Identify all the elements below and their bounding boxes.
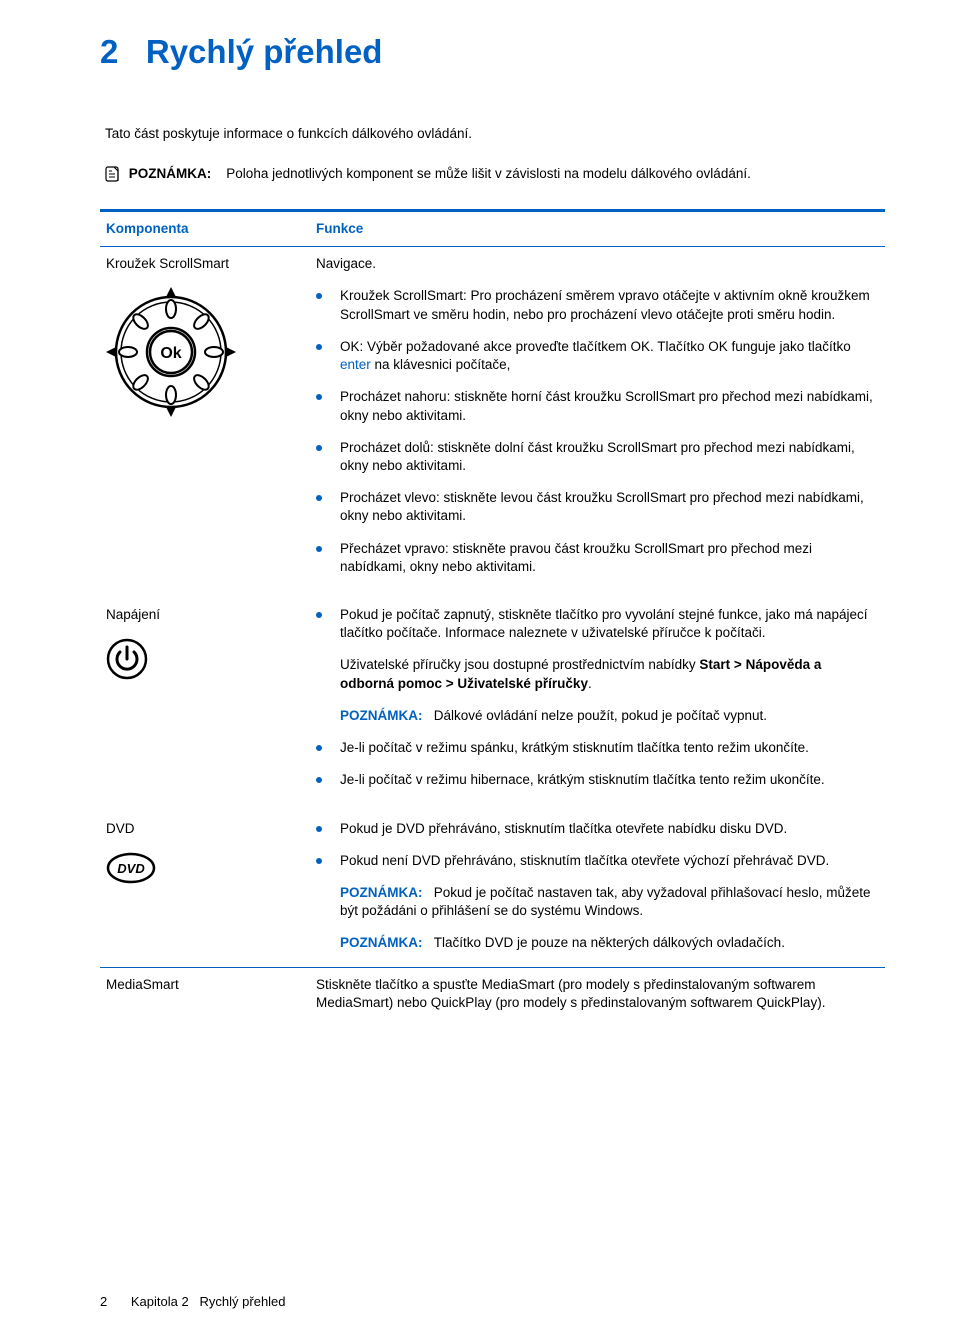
list-item: Procházet dolů: stiskněte dolní část kro… <box>316 439 879 475</box>
bullet-text: Procházet dolů: stiskněte dolní část kro… <box>340 439 879 475</box>
svg-text:DVD: DVD <box>117 861 145 876</box>
list-item: Procházet nahoru: stiskněte horní část k… <box>316 388 879 424</box>
footer-chapter-name: Rychlý přehled <box>200 1294 286 1309</box>
bullet-text: Pokud je počítač zapnutý, stiskněte tlač… <box>340 606 879 642</box>
menu-path: Start > Nápověda a odborná pomoc > Uživa… <box>340 657 821 690</box>
note-label: POZNÁMKA: <box>340 885 423 900</box>
footer-chapter-label: Kapitola 2 <box>131 1294 189 1309</box>
note-label: POZNÁMKA: <box>340 935 423 950</box>
svg-text:Ok: Ok <box>160 345 181 362</box>
list-item: Je-li počítač v režimu hibernace, krátký… <box>316 771 879 789</box>
list-item: Pokud není DVD přehráváno, stisknutím tl… <box>316 852 879 870</box>
scrollsmart-label: Kroužek ScrollSmart <box>106 255 304 273</box>
intro-text: Tato část poskytuje informace o funkcích… <box>105 125 885 143</box>
bullet-icon <box>316 344 322 350</box>
power-guide-path: Uživatelské příručky jsou dostupné prost… <box>340 656 879 692</box>
list-item: Procházet vlevo: stiskněte levou část kr… <box>316 489 879 525</box>
mediasmart-text: Stiskněte tlačítko a spusťte MediaSmart … <box>316 976 879 1012</box>
bullet-icon <box>316 394 322 400</box>
table-header-component: Komponenta <box>100 212 310 246</box>
scrollsmart-func-lead: Navigace. <box>316 255 879 273</box>
dvd-note-1: POZNÁMKA: Pokud je počítač nastaven tak,… <box>340 884 879 920</box>
bullet-icon <box>316 546 322 552</box>
bullet-icon <box>316 612 322 618</box>
note-body: Poloha jednotlivých komponent se může li… <box>226 166 751 181</box>
list-item: OK: Výběr požadované akce proveďte tlačí… <box>316 338 879 374</box>
bullet-icon <box>316 495 322 501</box>
table-row: Napájení Pokud je počítač zapnutý, stisk… <box>100 598 885 812</box>
bullet-icon <box>316 293 322 299</box>
mediasmart-label: MediaSmart <box>106 976 304 994</box>
bullet-icon <box>316 777 322 783</box>
bullet-text: Je-li počítač v režimu spánku, krátkým s… <box>340 739 879 757</box>
chapter-name: Rychlý přehled <box>146 33 383 70</box>
page-footer: 2 Kapitola 2 Rychlý přehled <box>100 1293 286 1311</box>
bullet-text: Procházet nahoru: stiskněte horní část k… <box>340 388 879 424</box>
note-text <box>215 166 226 181</box>
table-row: MediaSmart Stiskněte tlačítko a spusťte … <box>100 968 885 1020</box>
bullet-text: Je-li počítač v režimu hibernace, krátký… <box>340 771 879 789</box>
list-item: Pokud je DVD přehráváno, stisknutím tlač… <box>316 820 879 838</box>
note-icon <box>105 166 121 187</box>
power-note: POZNÁMKA: Dálkové ovládání nelze použít,… <box>340 707 879 725</box>
bullet-icon <box>316 826 322 832</box>
power-icon <box>106 638 304 685</box>
bullet-icon <box>316 745 322 751</box>
note-label: POZNÁMKA: <box>129 166 212 181</box>
scrollsmart-ok-icon: Ok <box>106 287 304 422</box>
page-title: 2 Rychlý přehled <box>100 30 885 75</box>
enter-link-word: enter <box>340 357 371 372</box>
footer-page-number: 2 <box>100 1294 107 1309</box>
bullet-text: Pokud je DVD přehráváno, stisknutím tlač… <box>340 820 879 838</box>
bullet-text: Kroužek ScrollSmart: Pro procházení směr… <box>340 287 879 323</box>
bullet-text: OK: Výběr požadované akce proveďte tlačí… <box>340 338 879 374</box>
bullet-icon <box>316 445 322 451</box>
note-body: Tlačítko DVD je pouze na některých dálko… <box>434 935 785 950</box>
note-body: Dálkové ovládání nelze použít, pokud je … <box>434 708 767 723</box>
table-header-function: Funkce <box>310 212 885 246</box>
bullet-text: Pokud není DVD přehráváno, stisknutím tl… <box>340 852 879 870</box>
bullet-text: Procházet vlevo: stiskněte levou část kr… <box>340 489 879 525</box>
list-item: Pokud je počítač zapnutý, stiskněte tlač… <box>316 606 879 642</box>
power-label: Napájení <box>106 606 304 624</box>
list-item: Přecházet vpravo: stiskněte pravou část … <box>316 540 879 576</box>
top-note: POZNÁMKA: Poloha jednotlivých komponent … <box>105 165 885 187</box>
table-row: Kroužek ScrollSmart Ok <box>100 247 885 598</box>
list-item: Kroužek ScrollSmart: Pro procházení směr… <box>316 287 879 323</box>
bullet-icon <box>316 858 322 864</box>
list-item: Je-li počítač v režimu spánku, krátkým s… <box>316 739 879 757</box>
note-label: POZNÁMKA: <box>340 708 423 723</box>
table-row: DVD DVD Pokud je DVD přehráváno, stisknu… <box>100 812 885 967</box>
chapter-number: 2 <box>100 33 118 70</box>
dvd-label: DVD <box>106 820 304 838</box>
dvd-note-2: POZNÁMKA: Tlačítko DVD je pouze na někte… <box>340 934 879 952</box>
dvd-icon: DVD <box>106 852 304 889</box>
bullet-text: Přecházet vpravo: stiskněte pravou část … <box>340 540 879 576</box>
